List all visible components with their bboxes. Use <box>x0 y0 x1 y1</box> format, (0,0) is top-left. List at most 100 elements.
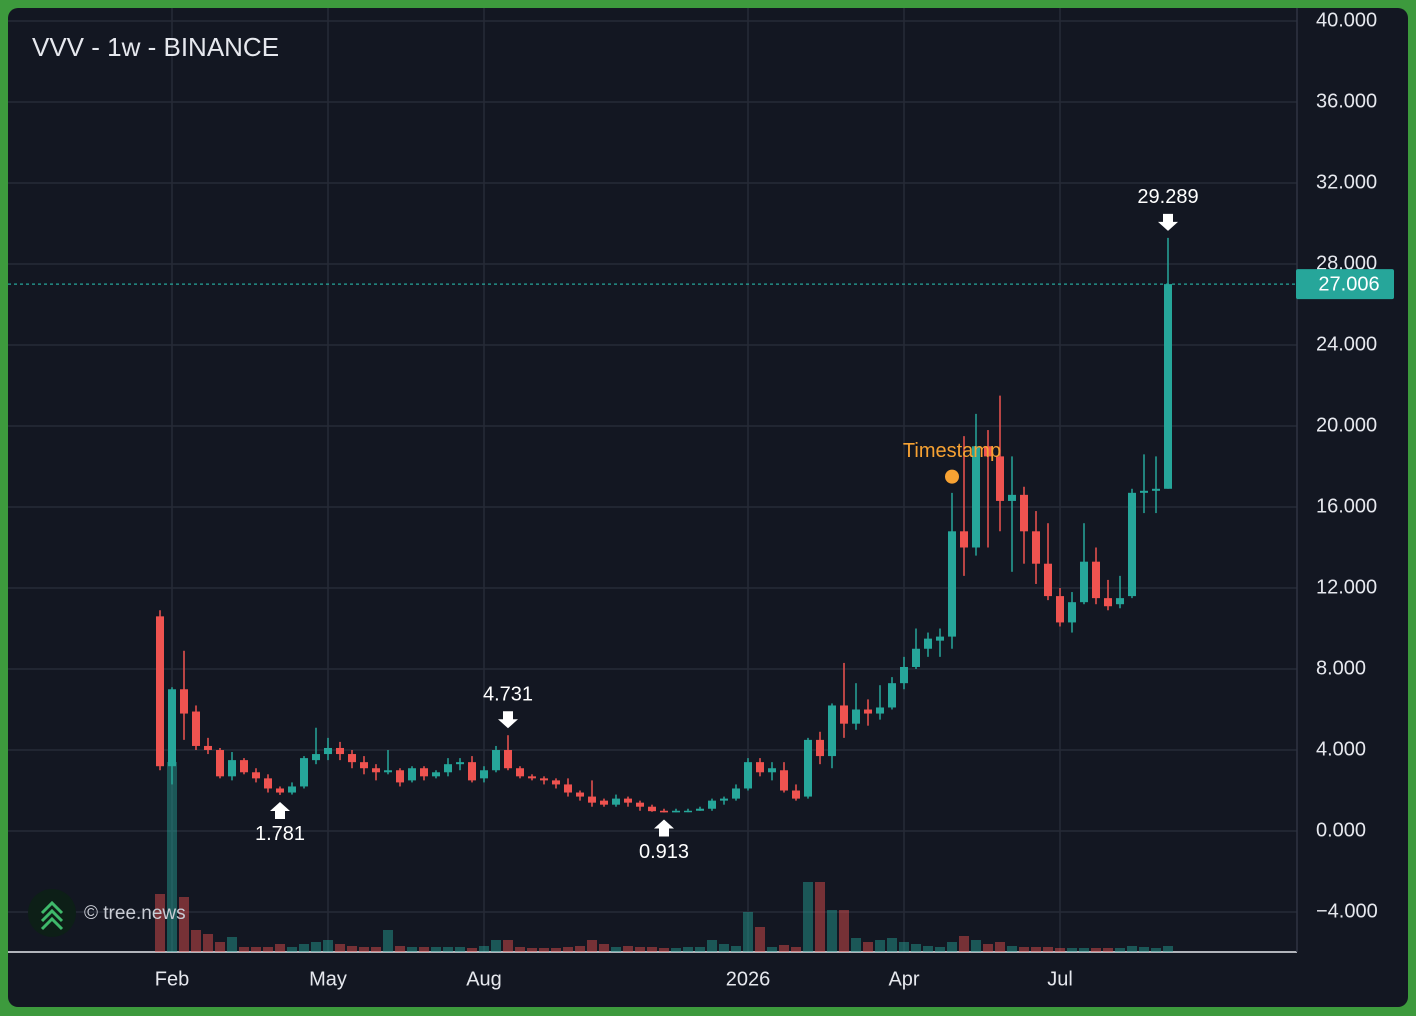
volume-bar <box>1067 948 1077 952</box>
volume-bar <box>827 910 837 952</box>
candle-body <box>1020 494 1028 532</box>
candle-body <box>408 768 416 781</box>
candle-body <box>456 762 464 765</box>
volume-bar <box>755 927 765 952</box>
candle-body <box>300 758 308 787</box>
volume-bar <box>1115 948 1125 952</box>
candle-body <box>492 750 500 771</box>
candle-body <box>684 810 692 813</box>
volume-bar <box>1103 948 1113 952</box>
x-tick-label: May <box>309 968 347 990</box>
volume-bar <box>851 938 861 952</box>
candle-body <box>528 776 536 779</box>
candle-body <box>156 616 164 767</box>
candle-body <box>216 750 224 777</box>
candle-body <box>192 711 200 746</box>
annotation-label: 4.731 <box>483 683 533 705</box>
volume-bar <box>803 882 813 952</box>
volume-bar <box>419 947 429 952</box>
candle-body <box>660 810 668 813</box>
volume-bar <box>635 947 645 952</box>
volume-bar <box>515 947 525 952</box>
volume-bar <box>1043 947 1053 952</box>
y-tick-label: 36.000 <box>1316 90 1377 112</box>
logo <box>28 889 76 937</box>
volume-bar <box>671 948 681 952</box>
candle-body <box>696 808 704 811</box>
last-price-box <box>1296 269 1394 300</box>
candle-body <box>540 778 548 781</box>
volume-bar <box>575 946 585 952</box>
candle-body <box>636 802 644 807</box>
volume-bar <box>431 947 441 952</box>
candle-body <box>348 754 356 763</box>
candle-body <box>1092 561 1100 599</box>
volume-bar <box>947 942 957 952</box>
volume-bar <box>443 947 453 952</box>
candle-body <box>288 786 296 793</box>
volume-bar <box>179 897 189 952</box>
volume-bar <box>275 944 285 952</box>
candle-body <box>864 709 872 714</box>
timestamp-label: Timestamp <box>903 440 1001 462</box>
y-tick-label: 40.000 <box>1316 9 1377 31</box>
volume-bar <box>299 944 309 952</box>
candle-body <box>1128 492 1136 597</box>
candle-body <box>1068 602 1076 623</box>
volume-bar <box>983 944 993 952</box>
annotation-label: 1.781 <box>255 823 305 845</box>
annotation-label: 29.289 <box>1137 186 1198 208</box>
candle-body <box>996 456 1004 501</box>
candle-body <box>240 760 248 773</box>
volume-bar <box>863 942 873 952</box>
candle-body <box>936 636 944 641</box>
volume-bar <box>479 946 489 952</box>
volume-bar <box>467 948 477 952</box>
candle-body <box>264 778 272 789</box>
annotation-arrow <box>654 819 674 837</box>
volume-bar <box>215 942 225 952</box>
chart-title: VVV - 1w - BINANCE <box>32 32 279 62</box>
annotation-arrow <box>498 711 518 729</box>
volume-bar <box>911 944 921 952</box>
y-tick-label: 20.000 <box>1316 414 1377 436</box>
candle-body <box>600 800 608 805</box>
volume-bar <box>263 947 273 952</box>
candle-body <box>1080 561 1088 603</box>
candle-body <box>420 768 428 777</box>
candle-body <box>1056 596 1064 623</box>
y-tick-label: 16.000 <box>1316 495 1377 517</box>
candle-body <box>564 784 572 793</box>
candle-body <box>432 772 440 777</box>
volume-bar <box>707 940 717 952</box>
y-tick-label: 12.000 <box>1316 576 1377 598</box>
volume-bar <box>347 946 357 952</box>
volume-bar <box>743 912 753 952</box>
volume-bar <box>527 948 537 952</box>
y-tick-label: 4.000 <box>1316 738 1366 760</box>
candle-body <box>588 796 596 803</box>
candle-body <box>732 788 740 799</box>
volume-bar <box>815 882 825 952</box>
volume-bar <box>1019 947 1029 952</box>
candle-body <box>480 770 488 779</box>
y-tick-label: 28.000 <box>1316 252 1377 274</box>
volume-bar <box>191 930 201 952</box>
candle-body <box>384 770 392 773</box>
candle-body <box>900 666 908 684</box>
annotation-label: 0.913 <box>639 841 689 863</box>
candle-body <box>360 762 368 769</box>
x-tick-label: Jul <box>1047 968 1073 990</box>
volume-bar <box>659 948 669 952</box>
candle-body <box>1104 598 1112 607</box>
candle-body <box>552 780 560 785</box>
volume-bar <box>1139 947 1149 952</box>
volume-bar <box>839 910 849 952</box>
candle-body <box>852 709 860 724</box>
candle-body <box>516 768 524 777</box>
volume-bar <box>203 934 213 952</box>
candle-body <box>912 648 920 667</box>
candle-body <box>984 446 992 457</box>
volume-bar <box>167 762 177 952</box>
volume-bar <box>323 940 333 952</box>
